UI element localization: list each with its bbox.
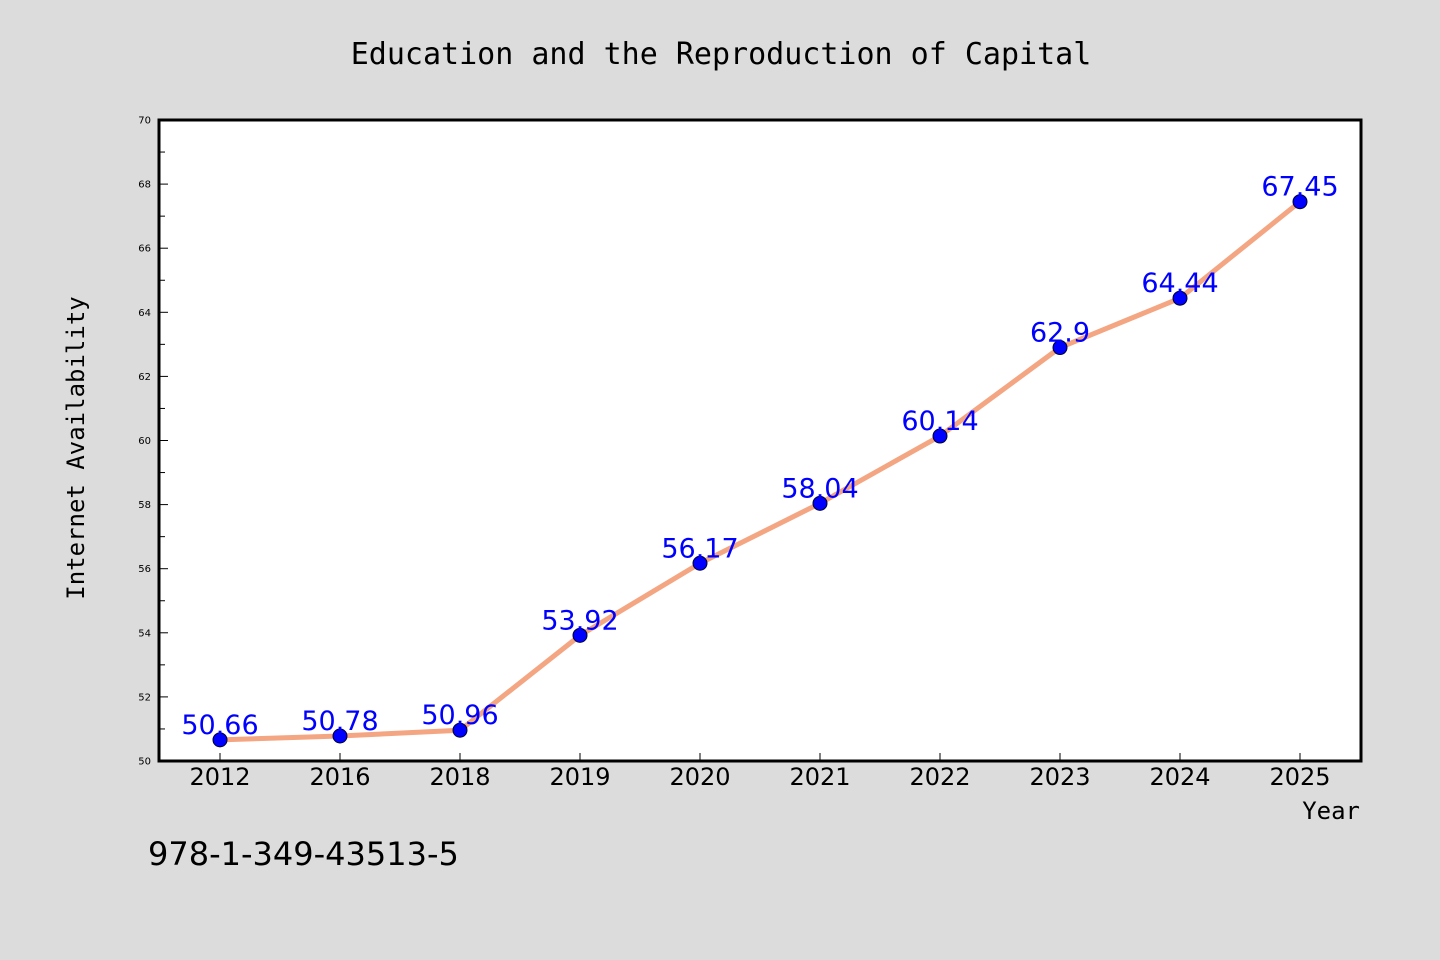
data-labels: 50.66 50.78 50.96 53.92 56.17 58.04 60.14 62.9 6… bbox=[181, 172, 1338, 741]
data-label: 64.44 bbox=[1141, 268, 1218, 299]
data-label: 56.17 bbox=[661, 533, 738, 564]
y-axis: 50 52 54 56 58 60 62 64 66 68 70 bbox=[138, 116, 168, 768]
data-point bbox=[932, 428, 948, 444]
x-tick-label: 2025 bbox=[1269, 763, 1330, 791]
data-label: 50.96 bbox=[421, 700, 498, 731]
x-tick-label: 2016 bbox=[309, 763, 370, 791]
data-point bbox=[452, 722, 468, 738]
data-point bbox=[1292, 194, 1308, 210]
x-tick-label: 2023 bbox=[1029, 763, 1090, 791]
data-label: 50.66 bbox=[181, 710, 258, 741]
y-tick-label: 66 bbox=[138, 244, 151, 255]
x-tick-label: 2020 bbox=[669, 763, 730, 791]
y-tick-label: 64 bbox=[138, 308, 151, 319]
series-line bbox=[219, 199, 1302, 743]
data-label: 53.92 bbox=[541, 605, 618, 636]
x-tick-label: 2018 bbox=[429, 763, 490, 791]
x-tick-label: 2022 bbox=[909, 763, 970, 791]
x-tick-label: 2024 bbox=[1149, 763, 1210, 791]
y-tick-label: 60 bbox=[138, 436, 151, 447]
y-tick-label: 56 bbox=[138, 564, 151, 575]
x-axis-title: Year bbox=[1302, 797, 1360, 825]
isbn-label: 978-1-349-43513-5 bbox=[148, 835, 459, 873]
y-tick-label: 52 bbox=[138, 692, 151, 703]
y-axis-title: Internet Availability bbox=[62, 296, 90, 599]
x-tick-label: 2021 bbox=[789, 763, 850, 791]
data-label: 50.78 bbox=[301, 706, 378, 737]
data-point bbox=[812, 495, 828, 511]
x-tick-label: 2012 bbox=[189, 763, 250, 791]
data-point bbox=[572, 627, 588, 643]
x-tick-label: 2019 bbox=[549, 763, 610, 791]
data-label: 67.45 bbox=[1261, 172, 1338, 203]
series-line-group bbox=[219, 199, 1302, 743]
y-tick-label: 58 bbox=[138, 500, 151, 511]
y-tick-label: 70 bbox=[138, 116, 151, 127]
data-point bbox=[1172, 290, 1188, 306]
y-tick-label: 68 bbox=[138, 180, 151, 191]
data-point bbox=[1052, 340, 1068, 356]
plot-area bbox=[157, 118, 1363, 763]
data-point bbox=[332, 728, 348, 744]
data-label: 60.14 bbox=[901, 406, 978, 437]
x-axis: 2012 2016 2018 2019 2020 2021 2022 2023 2024 2025 bbox=[189, 753, 1331, 791]
y-tick-label: 54 bbox=[138, 628, 151, 639]
data-label: 62.9 bbox=[1030, 318, 1090, 349]
data-point bbox=[212, 732, 228, 748]
data-point bbox=[692, 555, 708, 571]
data-points bbox=[212, 194, 1308, 748]
data-label: 58.04 bbox=[781, 473, 858, 504]
chart-title: Education and the Reproduction of Capita… bbox=[351, 37, 1092, 72]
y-tick-label: 50 bbox=[138, 757, 151, 768]
y-tick-label: 62 bbox=[138, 372, 151, 383]
